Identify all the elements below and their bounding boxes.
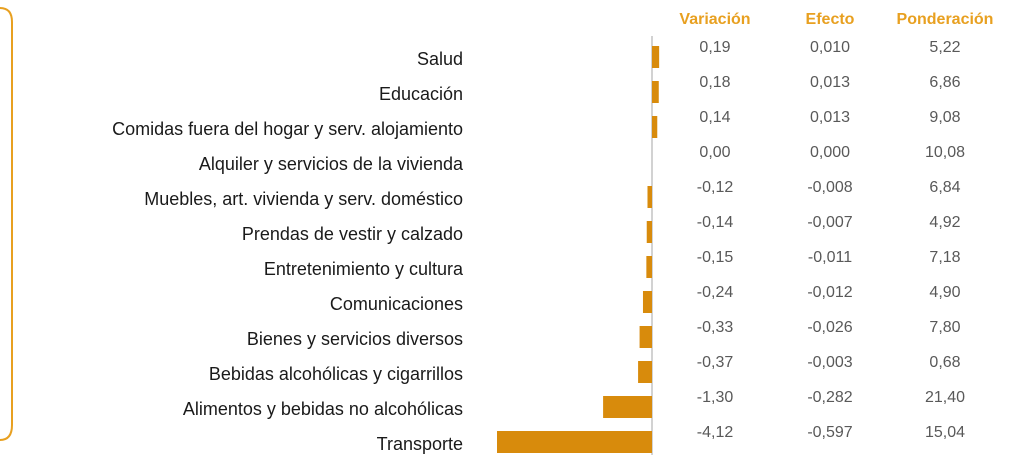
category-label: Alquiler y servicios de la vivienda: [199, 154, 464, 174]
table-value: 7,80: [929, 319, 960, 336]
table-value: 6,86: [929, 74, 960, 91]
table-value: -0,008: [807, 179, 852, 196]
category-label: Bebidas alcohólicas y cigarrillos: [209, 364, 463, 384]
table-value: -0,012: [807, 284, 852, 301]
bar: [652, 46, 660, 68]
table-value: 7,18: [929, 249, 960, 266]
table-value: -0,007: [807, 214, 852, 231]
table-value: 0,010: [810, 39, 850, 56]
category-label: Salud: [417, 49, 463, 69]
table-value: 0,000: [810, 144, 850, 161]
value-label: -0,15: [697, 249, 734, 266]
category-label: Entretenimiento y cultura: [264, 259, 464, 279]
value-label: 0,00: [699, 144, 730, 161]
bar: [639, 326, 652, 348]
value-label: 0,18: [699, 74, 730, 91]
bar: [497, 431, 652, 453]
value-label: -0,12: [697, 179, 734, 196]
value-label: -0,24: [697, 284, 734, 301]
table-value: 0,68: [929, 354, 960, 371]
table-value: 15,04: [925, 424, 965, 441]
value-label: 0,19: [699, 39, 730, 56]
value-label: 0,14: [699, 109, 730, 126]
frame: [0, 7, 13, 441]
bar: [647, 186, 652, 208]
bar: [603, 396, 652, 418]
value-label: -4,12: [697, 424, 734, 441]
table-value: -0,011: [808, 249, 852, 266]
bar: [638, 361, 652, 383]
value-label: -0,14: [697, 214, 734, 231]
column-header: Ponderación: [897, 11, 994, 28]
bar: [646, 221, 652, 243]
value-label: -0,37: [697, 354, 734, 371]
table-value: -0,597: [807, 424, 852, 441]
table-value: 0,013: [810, 109, 850, 126]
category-label: Bienes y servicios diversos: [247, 329, 463, 349]
table-value: 21,40: [925, 389, 965, 406]
value-label: -0,33: [697, 319, 734, 336]
value-label: -1,30: [697, 389, 734, 406]
category-label: Muebles, art. vivienda y serv. doméstico: [144, 189, 463, 209]
category-label: Comunicaciones: [330, 294, 463, 314]
table-value: 0,013: [810, 74, 850, 91]
table-value: -0,282: [807, 389, 852, 406]
column-header: Efecto: [806, 11, 855, 28]
category-label: Transporte: [377, 434, 463, 454]
table-value: 4,92: [929, 214, 960, 231]
column-header: Variación: [679, 11, 750, 28]
table-value: 5,22: [929, 39, 960, 56]
bar: [646, 256, 652, 278]
table-value: -0,026: [807, 319, 852, 336]
table-value: 9,08: [929, 109, 960, 126]
table-value: 6,84: [929, 179, 960, 196]
bar: [642, 291, 652, 313]
category-label: Comidas fuera del hogar y serv. alojamie…: [112, 119, 463, 139]
table-value: -0,003: [807, 354, 852, 371]
category-label: Prendas de vestir y calzado: [242, 224, 463, 244]
table-value: 4,90: [929, 284, 960, 301]
category-label: Alimentos y bebidas no alcohólicas: [183, 399, 463, 419]
bar: [652, 116, 658, 138]
category-label: Educación: [379, 84, 463, 104]
bar: [652, 81, 659, 103]
table-value: 10,08: [925, 144, 965, 161]
